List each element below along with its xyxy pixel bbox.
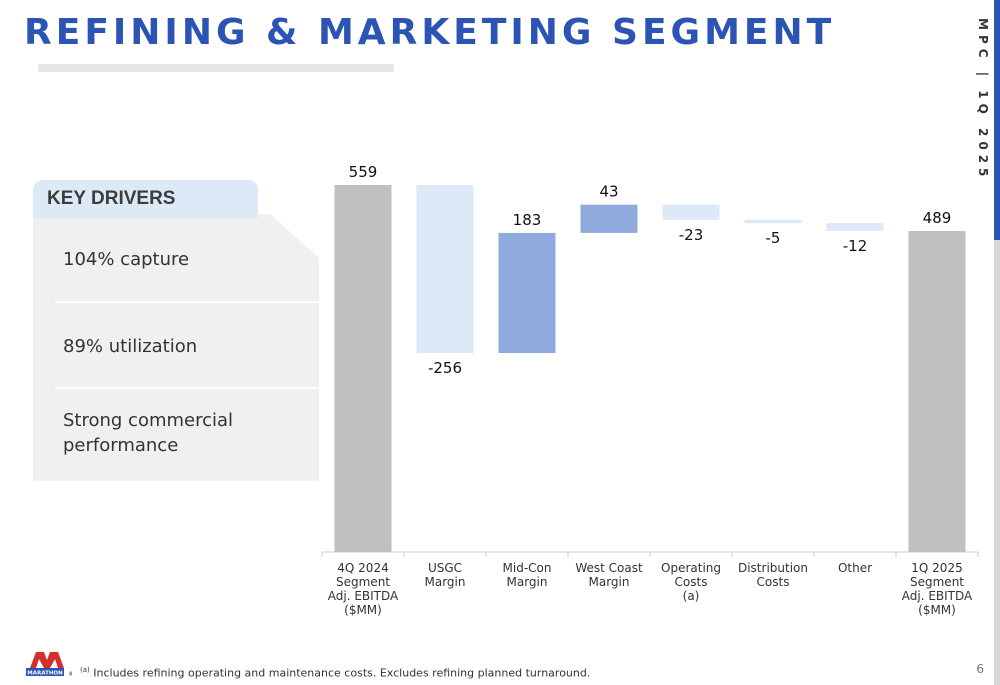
key-drivers-panel [33, 214, 319, 481]
data-label-5: -5 [766, 229, 781, 247]
x-tick-label-7: Adj. EBITDA [902, 589, 973, 603]
x-tick-label-4: (a) [683, 589, 700, 603]
x-tick-label-7: ($MM) [918, 603, 956, 617]
x-tick-label-5: Costs [757, 575, 790, 589]
data-label-6: -12 [843, 237, 868, 255]
x-tick-label-2: Mid-Con [503, 561, 552, 575]
page-title: REFINING & MARKETING SEGMENT [24, 12, 836, 53]
key-drivers-tab: KEY DRIVERS [33, 180, 258, 218]
x-tick-label-7: 1Q 2025 [911, 561, 962, 575]
data-label-2: 183 [513, 211, 542, 229]
key-drivers-title: KEY DRIVERS [47, 188, 176, 209]
driver-item-commercial: Strong commercial performance [63, 410, 234, 456]
x-tick-label-1: USGC [428, 561, 462, 575]
x-tick-label-1: Margin [425, 575, 466, 589]
driver-divider [55, 387, 319, 389]
driver-divider [55, 301, 319, 303]
x-tick-label-5: Distribution [738, 561, 808, 575]
x-tick-label-4: Operating [661, 561, 721, 575]
x-tick-label-3: West Coast [575, 561, 643, 575]
footnote: (a) Includes refining operating and main… [80, 666, 591, 680]
page-number: 6 [976, 662, 984, 676]
x-tick-label-2: Margin [507, 575, 548, 589]
data-label-0: 559 [349, 163, 378, 181]
edge-scroll-track [994, 240, 1000, 685]
data-label-3: 43 [599, 183, 618, 201]
bar-3 [580, 204, 638, 233]
x-tick-label-0: ($MM) [344, 603, 382, 617]
x-tick-label-6: Other [838, 561, 872, 575]
x-tick-label-0: Segment [336, 575, 390, 589]
driver-item-capture: 104% capture [63, 249, 190, 270]
x-tick-label-7: Segment [910, 575, 964, 589]
edge-accent-bar [994, 0, 1000, 240]
x-tick-label-0: 4Q 2024 [337, 561, 388, 575]
data-label-4: -23 [679, 226, 704, 244]
presentation-tag: MPC | 1Q 2025 [976, 18, 990, 182]
x-tick-label-0: Adj. EBITDA [328, 589, 399, 603]
bar-6 [826, 223, 884, 231]
data-label-1: -256 [428, 359, 462, 377]
bar-7 [908, 230, 966, 552]
bar-4 [662, 204, 720, 220]
marathon-logo: MARATHON ® [24, 646, 74, 682]
x-tick-label-4: Costs [675, 575, 708, 589]
bar-5 [744, 219, 802, 224]
svg-text:®: ® [68, 671, 72, 678]
data-label-7: 489 [923, 209, 952, 227]
x-tick-label-3: Margin [589, 575, 630, 589]
title-underline [38, 64, 394, 72]
bar-0 [334, 185, 392, 552]
svg-text:MARATHON: MARATHON [27, 671, 63, 677]
bar-1 [416, 185, 474, 354]
bar-2 [498, 232, 556, 354]
driver-item-utilization: 89% utilization [63, 336, 198, 357]
